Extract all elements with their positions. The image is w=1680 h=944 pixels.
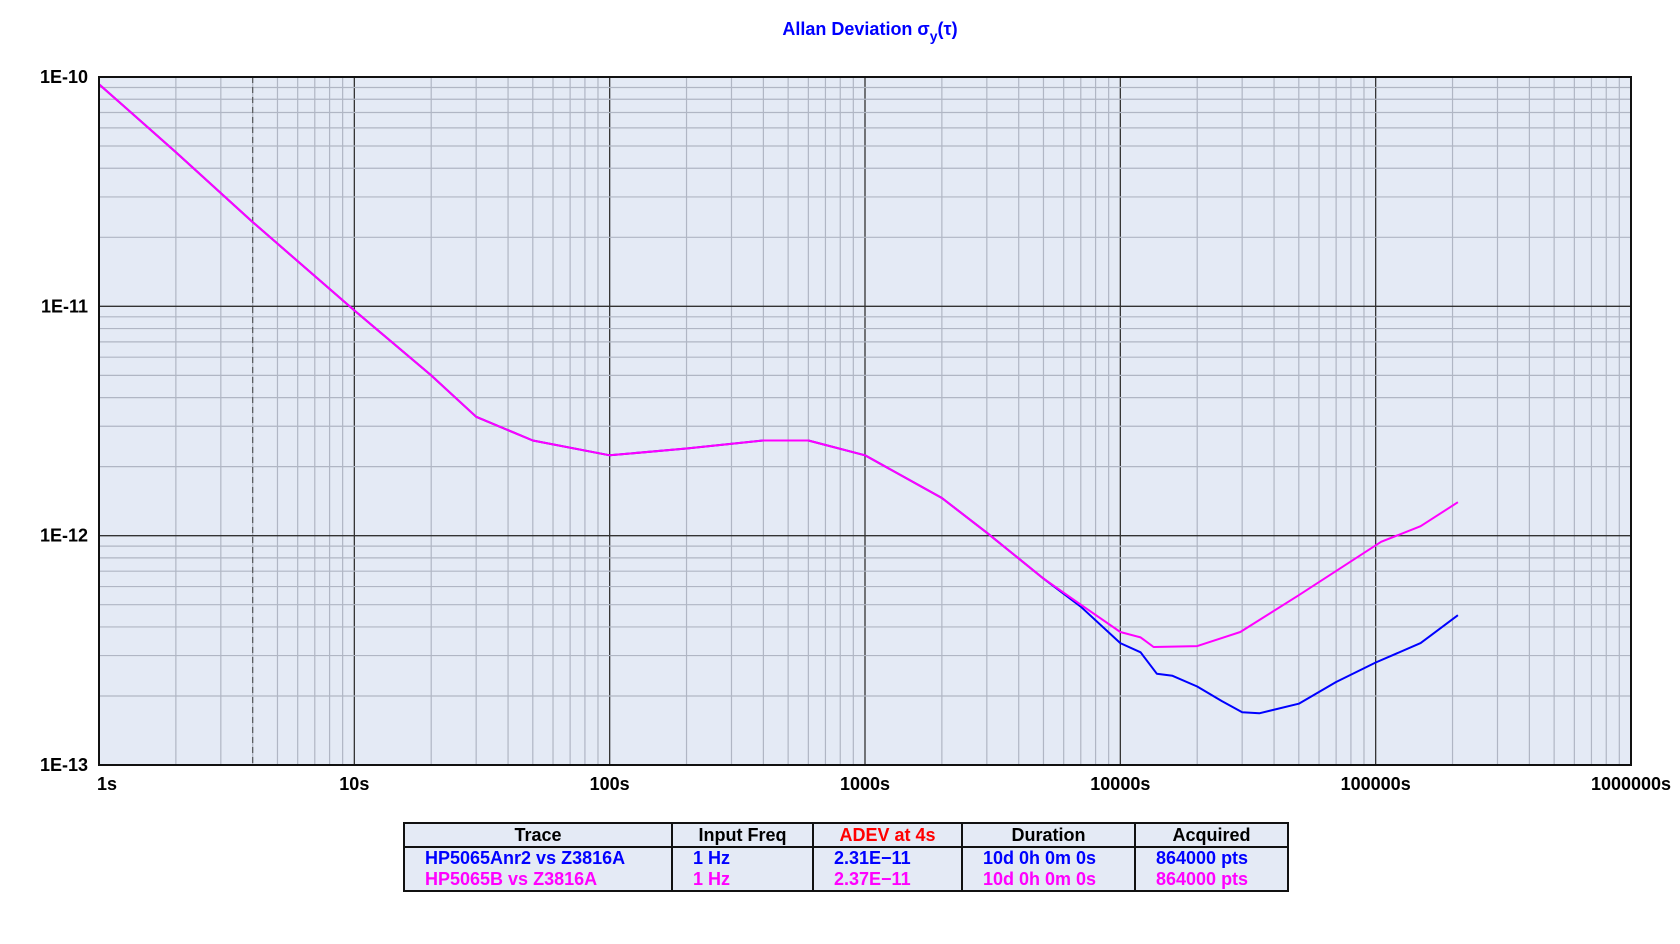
legend-cell: HP5065Anr2 vs Z3816A (425, 848, 626, 868)
legend-cell: 10d 0h 0m 0s (961, 847, 1135, 869)
legend-cell: 864000 pts (1134, 847, 1288, 869)
legend-table: Trace Input Freq ADEV at 4s Duration Acquire… (403, 822, 1289, 892)
legend-cell: 10d 0h 0m 0s (961, 869, 1135, 891)
x-tick-label: 10000s (1090, 774, 1150, 794)
legend-cell: 2.37E−11 (812, 869, 962, 891)
legend-header-cell: ADEV at 4s (812, 823, 962, 848)
series-line-1 (98, 83, 1459, 648)
y-tick-label: 1E-11 (41, 296, 88, 316)
chart-title: Allan Deviation σy(τ) (782, 19, 957, 44)
legend-cell: 2.31E−11 (812, 847, 962, 869)
legend-cell: 864000 pts (1134, 869, 1288, 891)
y-tick-label: 1E-12 (40, 526, 88, 546)
y-tick-label: 1E-13 (40, 755, 88, 775)
legend-row: HP5065Anr2 vs Z3816A 1 Hz 2.31E−11 10d 0h 0… (404, 847, 1288, 869)
x-tick-label: 100000s (1341, 774, 1411, 794)
legend-cell: 1 Hz (671, 847, 813, 869)
y-tick-label: 1E-10 (40, 67, 88, 87)
legend-header-cell: Trace (404, 823, 672, 848)
x-tick-label: 10s (339, 774, 369, 794)
x-tick-label: 1000000s (1591, 774, 1671, 794)
legend-header-cell: Acquired (1134, 823, 1288, 848)
legend-header-cell: Input Freq (671, 823, 813, 848)
legend-cell: 1 Hz (671, 869, 813, 891)
plot-border (98, 76, 1632, 766)
x-tick-label: 1s (97, 774, 117, 794)
legend-row: HP5065B vs Z3816A 1 Hz 2.37E−11 10d 0h 0m 0… (404, 869, 1288, 891)
x-tick-label: 1000s (840, 774, 890, 794)
legend-cell: HP5065B vs Z3816A (425, 869, 598, 889)
legend-header-cell: Duration (961, 823, 1135, 848)
x-tick-label: 100s (590, 774, 630, 794)
